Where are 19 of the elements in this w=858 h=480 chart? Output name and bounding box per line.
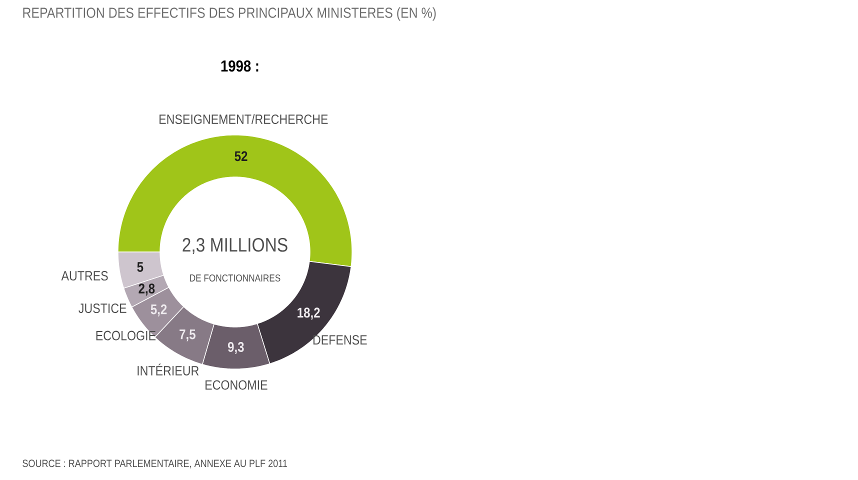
chart-title: REPARTITION DES EFFECTIFS DES PRINCIPAUX MINISTERES (EN %) [23, 7, 436, 21]
data-label: 2,8 [138, 284, 155, 296]
text: 2,3 MILLIONS [182, 238, 288, 254]
chart-subtitle: 1998 : [221, 60, 258, 72]
data-label: 5 [137, 262, 144, 272]
text: DE FONCTIONNAIRES [190, 274, 280, 282]
slice-label: ENSEIGNEMENT/RECHERCHE [160, 114, 328, 124]
source-note: SOURCE : RAPPORT PARLEMENTAIRE, ANNEXE AU PLF 2011 [22, 460, 288, 468]
slice-label: INTÉRIEUR [138, 364, 199, 376]
data-label: 9,3 [228, 342, 244, 354]
slice-label: JUSTICE [78, 304, 126, 314]
data-label: 5,2 [150, 304, 167, 316]
slice-label: ECONOMIE [206, 380, 268, 390]
slice-label: AUTRES [61, 271, 108, 281]
data-label: 18,2 [298, 308, 320, 320]
slice-label: DEFENSE [313, 335, 367, 345]
slice-label: ECOLOGIE [96, 330, 156, 340]
data-label: 52 [234, 151, 248, 162]
data-label: 7,5 [180, 329, 196, 342]
